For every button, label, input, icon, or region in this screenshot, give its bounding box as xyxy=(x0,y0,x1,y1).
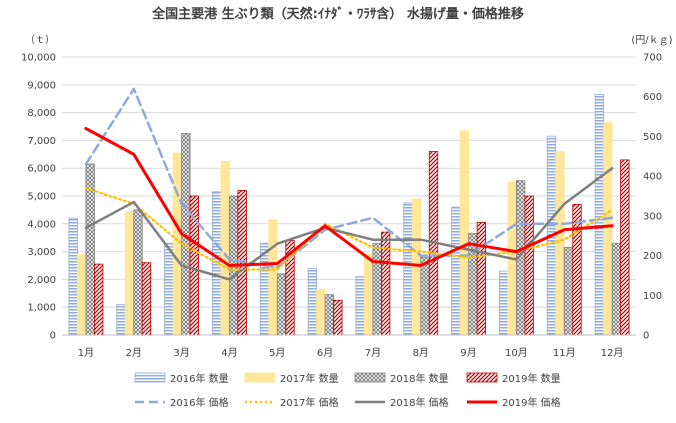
legend-label: 2019年 価格 xyxy=(502,396,561,409)
bar-2016年 数量 xyxy=(499,270,509,336)
bar-2016年 数量 xyxy=(68,217,78,336)
bar-2019年 数量 xyxy=(620,159,630,336)
bar-2017年 数量 xyxy=(77,253,87,336)
y-axis-unit: （ｔ） xyxy=(25,34,55,46)
y-tick-label: 6,000 xyxy=(27,164,56,175)
legend-label: 2016年 数量 xyxy=(170,372,229,385)
bar-2019年 数量 xyxy=(94,263,104,336)
y2-tick-label: 200 xyxy=(643,251,662,262)
bar-2017年 数量 xyxy=(364,253,374,336)
bar-2016年 数量 xyxy=(259,242,270,336)
line-2018年 価格 xyxy=(84,166,614,281)
bar-2019年 数量 xyxy=(572,203,582,336)
x-tick-label: 3月 xyxy=(173,347,189,359)
bar-2017年 数量 xyxy=(268,219,278,336)
legend-label: 2016年 価格 xyxy=(170,396,229,409)
y-tick-label: 0 xyxy=(50,331,56,342)
line-2019年 価格 xyxy=(84,127,614,267)
y-tick-label: 4,000 xyxy=(27,219,56,230)
x-tick-label: 11月 xyxy=(553,347,576,359)
y-tick-label: 5,000 xyxy=(27,192,56,203)
bar-2017年 数量 xyxy=(603,121,613,336)
bar-2019年 数量 xyxy=(333,299,343,336)
x-tick-label: 1月 xyxy=(78,347,94,359)
legend-swatch xyxy=(134,372,166,383)
legend-label: 2018年 価格 xyxy=(390,396,449,409)
y-tick-label: 10,000 xyxy=(21,53,56,64)
y-tick-label: 9,000 xyxy=(27,80,56,91)
x-tick-label: 8月 xyxy=(413,347,429,359)
y2-axis-unit: (円/ｋｇ) xyxy=(631,34,672,46)
x-tick-label: 5月 xyxy=(269,347,285,359)
bar-2016年 数量 xyxy=(594,94,604,336)
legend-swatch xyxy=(466,372,498,383)
x-tick-label: 6月 xyxy=(317,347,333,359)
legend-swatch xyxy=(244,372,276,383)
y-tick-label: 1,000 xyxy=(27,303,56,314)
bar-2018年 数量 xyxy=(563,247,574,336)
x-tick-label: 2月 xyxy=(126,347,142,359)
line-2016年 価格 xyxy=(84,87,614,269)
y2-tick-label: 600 xyxy=(643,92,662,103)
legend-label: 2018年 数量 xyxy=(390,372,449,385)
bar-2017年 数量 xyxy=(220,160,230,336)
bar-2016年 数量 xyxy=(116,304,126,336)
y-tick-label: 7,000 xyxy=(27,136,56,147)
bar-2018年 数量 xyxy=(324,294,334,336)
bar-2016年 数量 xyxy=(451,206,461,336)
bar-2018年 数量 xyxy=(420,256,430,336)
bar-2017年 数量 xyxy=(459,130,469,336)
bar-2016年 数量 xyxy=(355,276,365,336)
y-tick-label: 3,000 xyxy=(27,247,56,258)
bar-2018年 数量 xyxy=(276,273,287,336)
y-tick-label: 8,000 xyxy=(27,108,56,119)
legend-swatch xyxy=(354,372,386,383)
bar-2019年 数量 xyxy=(476,222,486,336)
y2-tick-label: 100 xyxy=(643,291,662,302)
x-tick-label: 9月 xyxy=(460,347,476,359)
bar-2019年 数量 xyxy=(141,262,152,336)
y-tick-label: 2,000 xyxy=(27,275,56,286)
y2-tick-label: 500 xyxy=(643,132,662,143)
chart-title: 全国主要港 生ぶり類（天然:ｲﾅﾀﾞ・ﾜﾗｻ含） 水揚げ量・価格推移 xyxy=(151,6,524,22)
bar-2017年 数量 xyxy=(124,210,135,336)
bar-2018年 数量 xyxy=(611,242,621,336)
y2-tick-label: 700 xyxy=(643,53,662,64)
x-tick-label: 4月 xyxy=(221,347,237,359)
bar-2017年 数量 xyxy=(555,151,565,336)
bar-2017年 数量 xyxy=(316,288,326,336)
bar-2018年 数量 xyxy=(372,242,382,336)
y2-tick-label: 300 xyxy=(643,211,662,222)
legend-label: 2017年 価格 xyxy=(280,396,339,409)
y2-tick-label: 400 xyxy=(643,172,662,183)
bar-2016年 数量 xyxy=(403,202,413,336)
x-tick-label: 12月 xyxy=(601,347,624,359)
bar-2018年 数量 xyxy=(133,209,143,336)
bar-2019年 数量 xyxy=(524,195,534,336)
legend-label: 2017年 数量 xyxy=(280,372,339,385)
x-tick-label: 10月 xyxy=(505,347,528,359)
x-tick-label: 7月 xyxy=(365,347,381,359)
bar-2016年 数量 xyxy=(164,242,174,336)
legend-label: 2019年 数量 xyxy=(502,372,561,385)
y2-tick-label: 0 xyxy=(643,331,649,342)
bar-2016年 数量 xyxy=(307,267,317,336)
